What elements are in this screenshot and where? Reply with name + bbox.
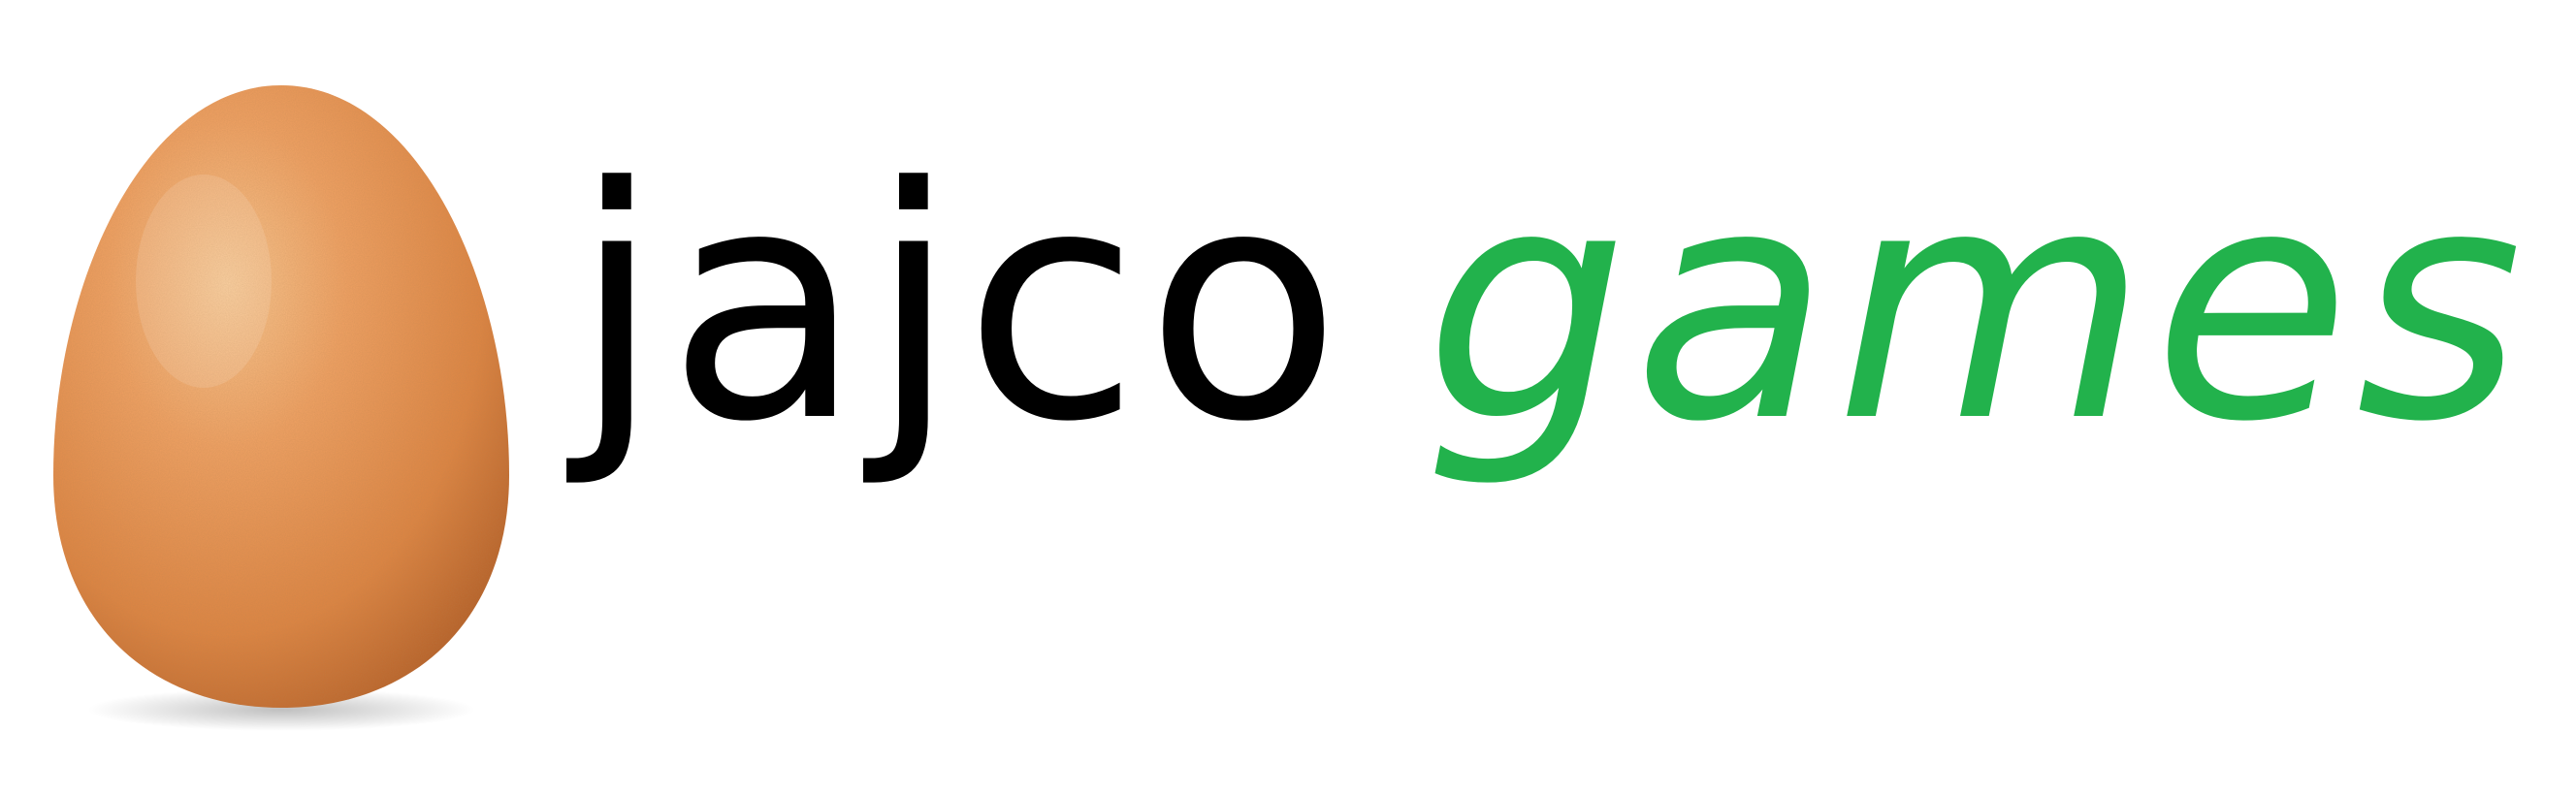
wordmark: jajco games xyxy=(572,145,2528,630)
brand-word-first: jajco xyxy=(572,119,1347,492)
brand-word-second: games xyxy=(1424,119,2529,492)
egg-icon xyxy=(19,58,543,737)
